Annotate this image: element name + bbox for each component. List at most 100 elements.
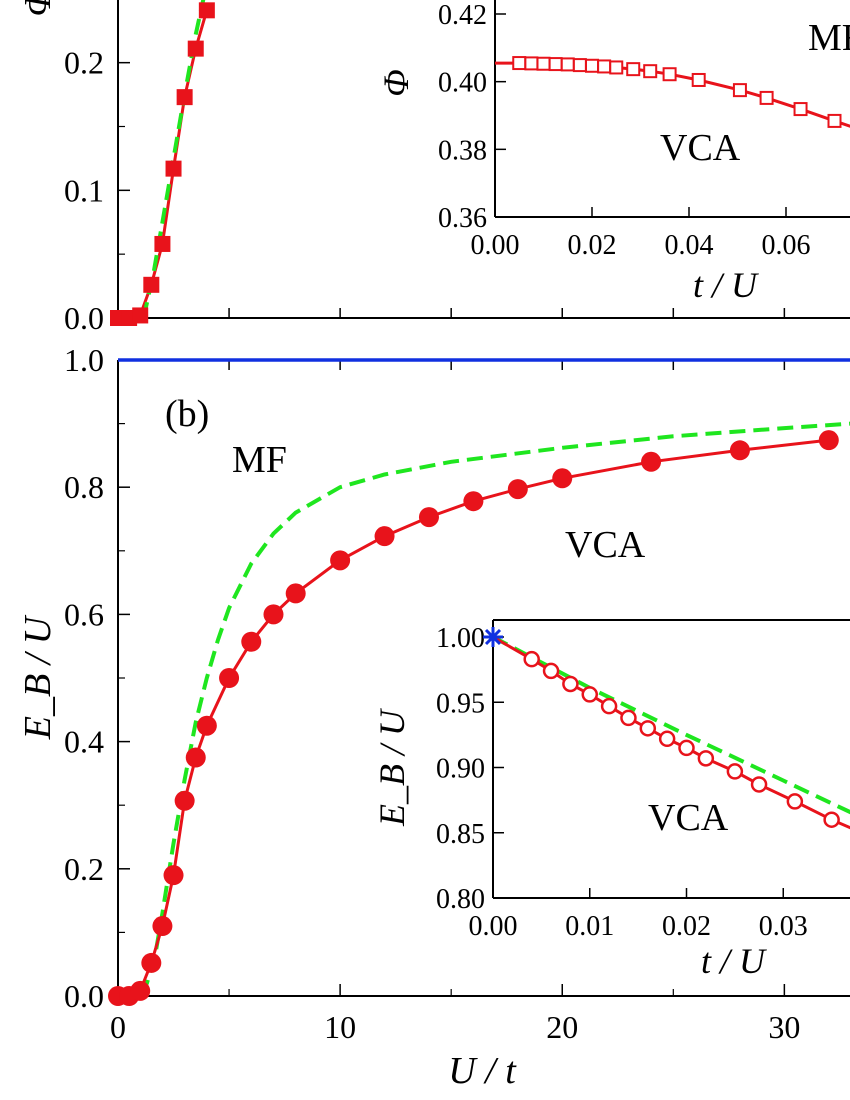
- panel-b-label: (b): [165, 393, 209, 435]
- panel-b-y-tick-label: 0.6: [64, 596, 104, 632]
- panel-a-y-tick-label: 0.0: [64, 300, 104, 336]
- panel-a-inset-vca-point: [560, 57, 575, 72]
- panel-b-x-tick-label: 20: [546, 1009, 578, 1045]
- panel-b-y-tick-label: 0.2: [64, 851, 104, 887]
- panel-a-inset-y-axis-title: Φ: [376, 69, 416, 96]
- panel-b-inset-vca-point: [750, 776, 768, 793]
- panel-a-inset-x-tick-label: 0.06: [762, 230, 811, 261]
- panel-b-vca-point: [374, 526, 395, 547]
- panel-b-inset-y-tick-label: 0.85: [436, 819, 485, 850]
- panel-b-x-axis-title: U / t: [448, 1050, 517, 1092]
- panel-a-vca-point: [198, 2, 215, 19]
- panel-b-vca-point: [163, 865, 184, 886]
- panel-a-inset-vca-point: [572, 58, 587, 73]
- panel-b-inset-x-tick-label: 0.02: [662, 911, 711, 942]
- panel-b-inset-y-tick-label: 0.95: [436, 688, 485, 719]
- panel-b-inset-vca-point: [620, 709, 637, 727]
- panel-b-inset-vca-line: [492, 635, 850, 830]
- panel-b-inset-y-axis-title: E_B / U: [372, 708, 412, 827]
- panel-a-inset-vca-point: [691, 72, 706, 87]
- panel-a-inset-vca-point: [609, 60, 624, 75]
- panel-b-inset-vca-label: VCA: [648, 797, 729, 839]
- panel-b-inset-x-axis-title: t / U: [701, 941, 767, 981]
- panel-a-inset-x-tick-label: 0.00: [471, 230, 520, 261]
- panel-b-inset-vca-point: [678, 739, 695, 757]
- panel-b-y-axis-title: E_B / U: [17, 614, 59, 740]
- panel-b-inset-background: [493, 620, 850, 898]
- panel-b-vca-point: [130, 980, 151, 1001]
- panel-b-vca-point: [263, 604, 284, 625]
- panel-b-vca-point: [818, 430, 839, 451]
- panel-b-inset-y-tick-label: 1.00: [436, 623, 485, 654]
- panel-b-y-tick-label: 0.0: [64, 978, 104, 1014]
- panel-b-y-tick-label: 0.8: [64, 469, 104, 505]
- panel-b-vca-point: [507, 479, 528, 500]
- panel-b-inset: 0.000.010.020.030.040.800.850.900.951.00…: [372, 619, 850, 981]
- panel-b-inset-vca-point: [823, 811, 840, 828]
- panel-b-inset-vca-point: [542, 662, 560, 680]
- panel-b-vca-point: [330, 550, 351, 571]
- panel-b-inset-vca-point: [726, 763, 744, 780]
- panel-a-inset-vca-label: VCA: [660, 127, 741, 169]
- panel-a-inset-mf-label: MF: [808, 17, 850, 59]
- panel-a-inset: 0.000.020.040.060.080.360.380.400.42t / …: [376, 0, 850, 305]
- panel-b-inset-vca-point: [658, 730, 676, 748]
- panel-a-inset-y-tick-label: 0.38: [438, 135, 487, 166]
- panel-b-y-tick-label: 0.4: [64, 724, 104, 760]
- panel-a-vca-point: [154, 235, 171, 252]
- panel-a-inset-vca-point: [548, 57, 563, 72]
- panel-b-inset-vca-point: [523, 650, 540, 668]
- panel-a-inset-vca-point: [759, 90, 774, 105]
- panel-b-mf-label: MF: [232, 439, 287, 481]
- panel-b-inset-vca-point: [562, 675, 579, 693]
- panel-a-inset-x-tick-label: 0.02: [568, 230, 617, 261]
- panel-b-inset-vca-point: [697, 750, 715, 767]
- panel-b-vca-point: [463, 491, 484, 512]
- panel-b-inset-x-tick-label: 0.01: [565, 911, 614, 942]
- panel-b-inset-limit-point: [483, 627, 503, 647]
- panel-a-inset-vca-point: [662, 67, 677, 82]
- panel-a-y-tick-label: 0.2: [64, 45, 104, 81]
- panel-a-inset-vca-point: [536, 56, 551, 71]
- panel-a-inset-vca-point: [793, 102, 808, 117]
- panel-b-inset-vca-point: [786, 793, 804, 810]
- panel-a-inset-x-tick-label: 0.04: [665, 230, 714, 261]
- panel-b-vca-label: VCA: [565, 524, 646, 566]
- panel-a-inset-y-tick-label: 0.42: [438, 0, 487, 31]
- panel-b-vca-point: [418, 507, 439, 528]
- panel-a-inset-vca-point: [732, 83, 747, 98]
- panel-a-inset-vca-point: [585, 58, 599, 73]
- panel-b-vca-point: [219, 668, 240, 688]
- panel-b-vca-point: [174, 790, 195, 811]
- panel-b-vca-point: [241, 631, 262, 652]
- panel-b-inset-x-tick-label: 0.03: [759, 911, 808, 942]
- panel-b-vca-point: [285, 583, 306, 604]
- panel-a-inset-vca-point: [626, 62, 641, 77]
- panel-b-y-tick-label: 1.0: [64, 342, 104, 378]
- panel-a-inset-vca-point: [512, 56, 527, 71]
- panel-a-inset-y-tick-label: 0.40: [438, 68, 487, 99]
- panel-a-inset-x-axis-title: t / U: [693, 265, 759, 305]
- panel-a-vca-point: [176, 89, 193, 106]
- panel-b-inset-y-tick-label: 0.90: [436, 754, 485, 785]
- panel-b-vca-point: [552, 468, 573, 489]
- panel-a-y-axis-title: Φ: [17, 0, 59, 16]
- panel-b-vca-point: [152, 916, 173, 937]
- panel-b-inset-y-tick-label: 0.80: [436, 884, 485, 915]
- panel-b-x-tick-label: 0: [110, 1009, 126, 1045]
- panel-a: 0.0 0.1 0.2 Φ: [17, 0, 850, 336]
- panel-a-vca-point: [143, 276, 160, 293]
- panel-a-inset-vca-point: [827, 113, 842, 128]
- panel-a-inset-y-tick-label: 0.36: [438, 203, 487, 234]
- panel-b-vca-line: [118, 438, 829, 998]
- panel-a-y-tick-label: 0.1: [64, 172, 104, 208]
- panel-b-vca-point: [641, 451, 662, 472]
- panel-b-vca-point: [196, 715, 217, 736]
- panel-a-inset-vca-point: [643, 64, 658, 79]
- panel-b: 0 10 20 30 0.0 0.2 0.4 0.6 0.8 1.0 U / t E_B / U: [17, 342, 850, 1092]
- panel-a-inset-background: [495, 0, 850, 217]
- panel-b-vca-point: [141, 952, 162, 973]
- panel-b-inset-vca-point: [581, 686, 598, 703]
- panel-a-inset-vca-point: [524, 56, 539, 71]
